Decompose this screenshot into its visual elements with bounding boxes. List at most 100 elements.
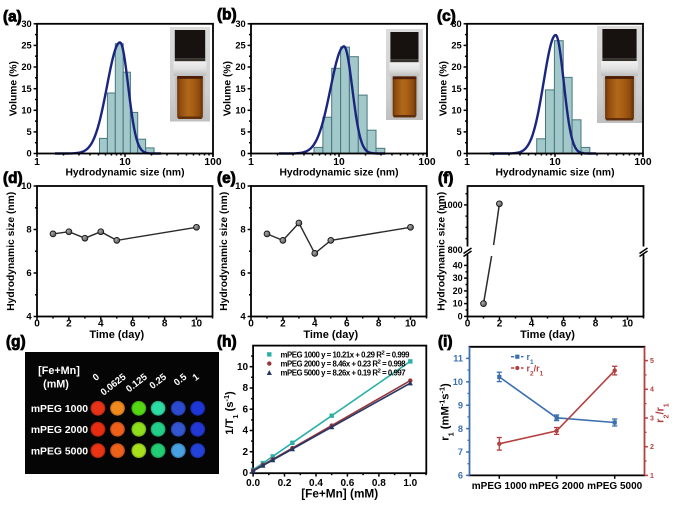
svg-text:2: 2 [650, 444, 654, 451]
svg-text:10: 10 [21, 181, 32, 192]
svg-text:0: 0 [243, 468, 249, 479]
svg-text:6: 6 [130, 319, 136, 330]
svg-text:25: 25 [451, 41, 461, 51]
svg-text:0.8: 0.8 [372, 478, 386, 489]
svg-text:r1 (mM-1s-1): r1 (mM-1s-1) [437, 383, 455, 441]
svg-text:0: 0 [248, 319, 254, 330]
svg-text:(d): (d) [3, 170, 23, 187]
svg-text:(c): (c) [437, 8, 456, 25]
svg-text:mPEG 1000 y = 10.21x + 0.29 R2: mPEG 1000 y = 10.21x + 0.29 R2 = 0.999 [281, 350, 411, 359]
svg-text:Hydrodynamic size (nm): Hydrodynamic size (nm) [6, 192, 17, 311]
svg-text:6: 6 [344, 319, 350, 330]
svg-text:mPEG 5000: mPEG 5000 [587, 481, 642, 492]
svg-text:30: 30 [453, 273, 463, 283]
svg-text:4: 4 [650, 387, 654, 394]
svg-text:20: 20 [453, 286, 463, 296]
svg-text:1: 1 [191, 371, 203, 383]
svg-text:1: 1 [650, 473, 654, 480]
svg-text:(mM): (mM) [43, 379, 69, 391]
svg-text:0: 0 [458, 311, 463, 321]
svg-text:30: 30 [21, 19, 31, 29]
svg-text:15: 15 [235, 84, 245, 94]
svg-text:Time (day): Time (day) [89, 329, 144, 341]
svg-text:1: 1 [464, 157, 470, 168]
svg-text:8: 8 [240, 225, 245, 236]
svg-text:6: 6 [458, 471, 463, 481]
svg-text:(e): (e) [217, 170, 236, 187]
svg-text:8: 8 [162, 319, 168, 330]
svg-text:10: 10 [453, 377, 463, 387]
svg-text:Hydrodynamic size (nm): Hydrodynamic size (nm) [437, 192, 448, 311]
svg-text:[Fe+Mn]: [Fe+Mn] [38, 365, 80, 377]
svg-text:25: 25 [21, 41, 31, 51]
svg-text:Hydrodynamic size (nm): Hydrodynamic size (nm) [65, 168, 184, 179]
svg-text:8: 8 [376, 319, 382, 330]
svg-text:8: 8 [458, 424, 463, 434]
svg-text:6: 6 [561, 319, 567, 330]
svg-text:100: 100 [634, 157, 651, 168]
svg-text:10: 10 [405, 319, 417, 330]
svg-text:(f): (f) [438, 170, 453, 187]
svg-text:10: 10 [451, 105, 461, 115]
svg-text:4: 4 [98, 319, 104, 330]
svg-text:[Fe+Mn] (mM): [Fe+Mn] (mM) [301, 487, 378, 501]
svg-text:4: 4 [243, 426, 249, 437]
svg-text:mPEG 2000: mPEG 2000 [529, 481, 584, 492]
svg-text:0.6: 0.6 [340, 478, 354, 489]
svg-text:Time (day): Time (day) [303, 329, 358, 341]
svg-text:mPEG 1000: mPEG 1000 [31, 404, 88, 415]
svg-text:15: 15 [451, 84, 461, 94]
svg-text:Volume (%): Volume (%) [9, 61, 20, 116]
svg-text:0: 0 [27, 149, 32, 159]
svg-text:8: 8 [243, 383, 249, 394]
svg-text:6: 6 [243, 404, 249, 415]
svg-text:2: 2 [243, 447, 249, 458]
svg-text:10: 10 [119, 157, 131, 168]
svg-text:Volume (%): Volume (%) [439, 61, 450, 116]
svg-text:8: 8 [593, 319, 599, 330]
svg-text:mPEG 5000 y = 8.26x + 0.19 R2: mPEG 5000 y = 8.26x + 0.19 R2 = 0.997 [281, 369, 406, 378]
svg-text:mPEG 1000: mPEG 1000 [472, 481, 527, 492]
svg-text:mPEG 5000: mPEG 5000 [31, 446, 88, 457]
svg-text:2: 2 [497, 319, 503, 330]
svg-text:20: 20 [235, 62, 245, 72]
svg-text:2: 2 [280, 319, 286, 330]
svg-text:7: 7 [458, 447, 463, 457]
svg-text:0.4: 0.4 [309, 478, 323, 489]
svg-text:Hydrodynamic size (nm): Hydrodynamic size (nm) [495, 168, 614, 179]
svg-text:8: 8 [26, 225, 31, 236]
svg-text:Hydrodynamic size (nm): Hydrodynamic size (nm) [279, 168, 398, 179]
svg-text:30: 30 [451, 19, 461, 29]
svg-text:1: 1 [34, 157, 40, 168]
svg-text:6: 6 [240, 268, 245, 279]
svg-text:10: 10 [191, 319, 203, 330]
svg-text:25: 25 [235, 41, 245, 51]
svg-text:100: 100 [418, 157, 435, 168]
svg-text:10: 10 [235, 105, 245, 115]
svg-text:10: 10 [237, 362, 249, 373]
svg-text:4: 4 [26, 312, 32, 323]
svg-text:mPEG 2000 y = 8.46x + 0.23 R2: mPEG 2000 y = 8.46x + 0.23 R2 = 0.998 [281, 360, 407, 369]
svg-text:30: 30 [235, 19, 245, 29]
svg-text:(a): (a) [3, 9, 22, 26]
svg-text:0.0: 0.0 [246, 478, 260, 489]
svg-text:(b): (b) [217, 7, 237, 24]
svg-text:9: 9 [458, 400, 463, 410]
svg-text:3: 3 [650, 415, 654, 422]
svg-text:5: 5 [457, 127, 462, 137]
svg-text:11: 11 [453, 354, 463, 364]
svg-text:mPEG 2000: mPEG 2000 [31, 425, 88, 436]
svg-text:10: 10 [235, 181, 246, 192]
svg-text:0: 0 [91, 372, 102, 384]
svg-text:5: 5 [650, 358, 654, 365]
svg-text:(i): (i) [438, 334, 452, 351]
svg-text:Time (day): Time (day) [520, 329, 575, 341]
svg-text:20: 20 [21, 62, 31, 72]
svg-text:1.0: 1.0 [403, 478, 417, 489]
svg-text:100: 100 [204, 157, 221, 168]
svg-text:10: 10 [333, 157, 345, 168]
svg-text:1/T1 (s-1): 1/T1 (s-1) [222, 391, 240, 435]
svg-text:0: 0 [241, 149, 246, 159]
svg-text:5: 5 [27, 127, 32, 137]
svg-text:40: 40 [453, 260, 463, 270]
